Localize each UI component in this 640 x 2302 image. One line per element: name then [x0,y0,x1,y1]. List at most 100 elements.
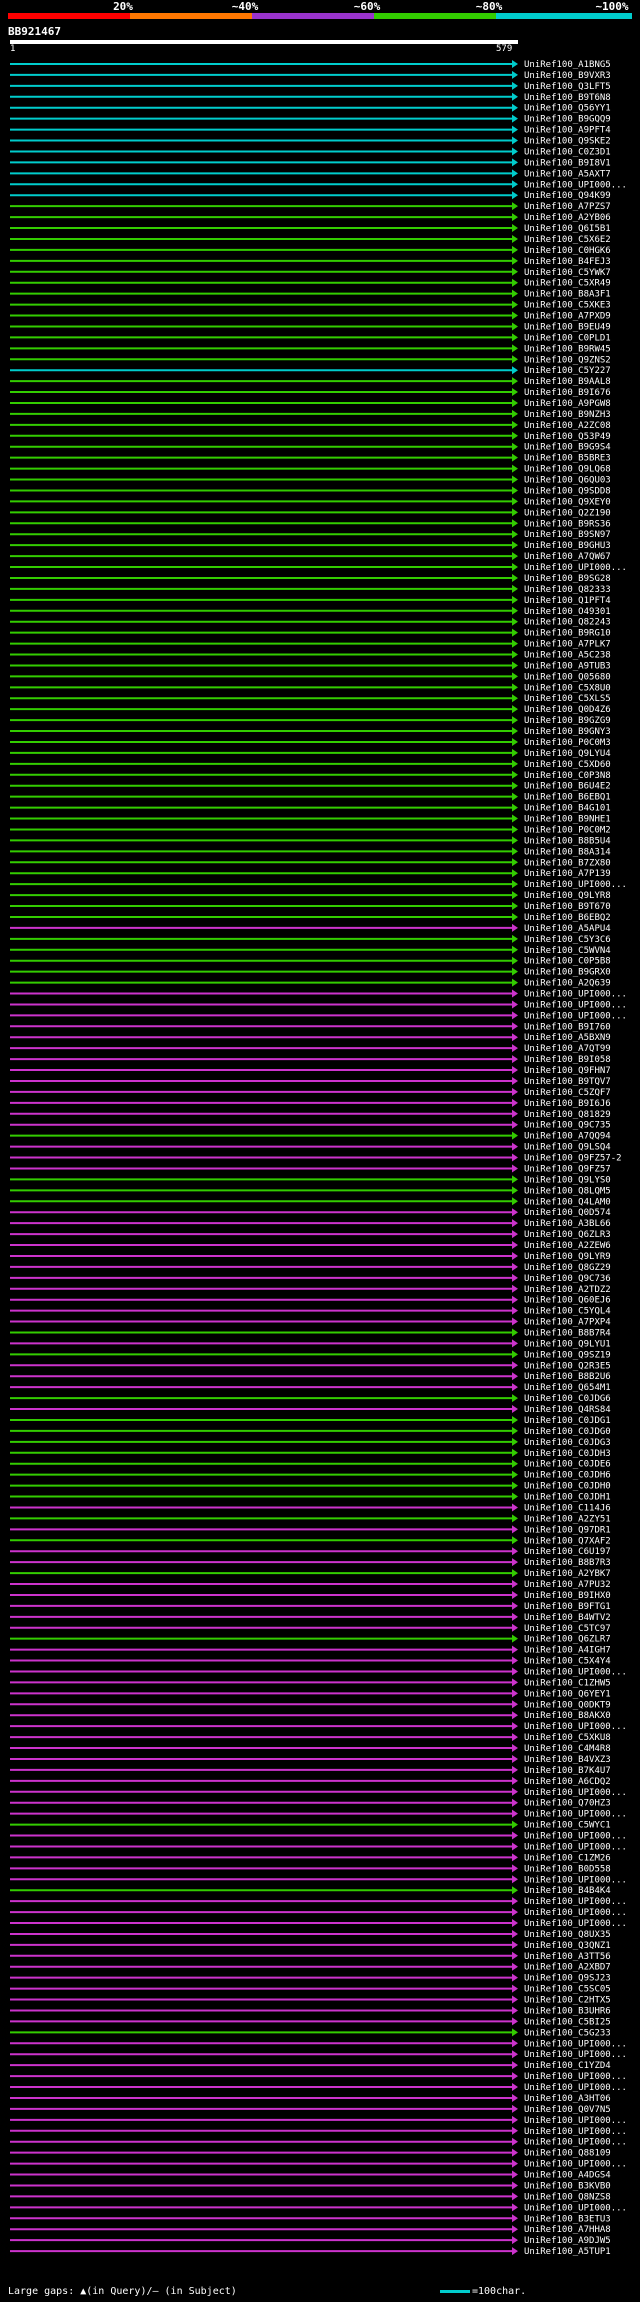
hit-label[interactable]: UniRef100_C5X6E2 [524,235,611,245]
hit-label[interactable]: UniRef100_C5ZQF7 [524,1088,611,1098]
hit-label[interactable]: UniRef100_UPI000... [524,1667,627,1677]
hit-label[interactable]: UniRef100_A9PFT4 [524,126,611,136]
hit-label[interactable]: UniRef100_Q9FZ57-2 [524,1154,622,1164]
hit-label[interactable]: UniRef100_UPI000... [524,1897,627,1907]
hit-label[interactable]: UniRef100_Q4RS84 [524,1405,611,1415]
hit-label[interactable]: UniRef100_A3BL66 [524,1219,611,1229]
hit-label[interactable]: UniRef100_B3KVB0 [524,2181,611,2191]
hit-label[interactable]: UniRef100_Q8UX35 [524,1930,611,1940]
hit-label[interactable]: UniRef100_A7QQ94 [524,1132,611,1142]
hit-label[interactable]: UniRef100_A4IGH7 [524,1646,611,1656]
hit-label[interactable]: UniRef100_Q2R3E5 [524,1361,611,1371]
hit-label[interactable]: UniRef100_C5WVN4 [524,946,611,956]
hit-label[interactable]: UniRef100_B3UHR6 [524,2006,611,2016]
hit-label[interactable]: UniRef100_Q9SKE2 [524,137,611,147]
hit-label[interactable]: UniRef100_UPI000... [524,2127,627,2137]
hit-label[interactable]: UniRef100_B9IHX0 [524,1591,611,1601]
hit-label[interactable]: UniRef100_C0JDH0 [524,1482,611,1492]
hit-label[interactable]: UniRef100_B9SG28 [524,574,611,584]
hit-label[interactable]: UniRef100_C0JDG1 [524,1416,611,1426]
hit-label[interactable]: UniRef100_B8AKX0 [524,1711,611,1721]
hit-label[interactable]: UniRef100_Q9SDD8 [524,486,611,496]
hit-label[interactable]: UniRef100_UPI000... [524,2160,627,2170]
hit-label[interactable]: UniRef100_Q0D4Z6 [524,705,611,715]
hit-label[interactable]: UniRef100_B7ZX80 [524,858,611,868]
hit-label[interactable]: UniRef100_UPI000... [524,1832,627,1842]
hit-label[interactable]: UniRef100_A7PU32 [524,1580,611,1590]
hit-label[interactable]: UniRef100_UPI000... [524,1722,627,1732]
hit-label[interactable]: UniRef100_C5X8U0 [524,683,611,693]
hit-label[interactable]: UniRef100_Q88109 [524,2149,611,2159]
hit-label[interactable]: UniRef100_B8A3F1 [524,290,611,300]
hit-label[interactable]: UniRef100_B4WTV2 [524,1613,611,1623]
hit-label[interactable]: UniRef100_Q9C736 [524,1274,611,1284]
hit-label[interactable]: UniRef100_Q4LAM0 [524,1197,611,1207]
hit-label[interactable]: UniRef100_B0D558 [524,1864,611,1874]
hit-label[interactable]: UniRef100_B9I8V1 [524,158,611,168]
hit-label[interactable]: UniRef100_A5APU4 [524,924,611,934]
hit-label[interactable]: UniRef100_C0JDG6 [524,1394,611,1404]
hit-label[interactable]: UniRef100_B9NZH3 [524,410,611,420]
hit-label[interactable]: UniRef100_A9TUB3 [524,661,611,671]
hit-label[interactable]: UniRef100_O49301 [524,607,611,617]
hit-label[interactable]: UniRef100_B9RW45 [524,344,611,354]
hit-label[interactable]: UniRef100_UPI000... [524,2039,627,2049]
hit-label[interactable]: UniRef100_UPI000... [524,1908,627,1918]
hit-label[interactable]: UniRef100_Q0DKT9 [524,1700,611,1710]
hit-label[interactable]: UniRef100_B9GRX0 [524,968,611,978]
hit-label[interactable]: UniRef100_Q9LYU1 [524,1339,611,1349]
hit-label[interactable]: UniRef100_B9GHU3 [524,541,611,551]
hit-label[interactable]: UniRef100_Q654M1 [524,1383,611,1393]
hit-label[interactable]: UniRef100_A2YBK7 [524,1569,611,1579]
hit-label[interactable]: UniRef100_B8A314 [524,847,611,857]
hit-label[interactable]: UniRef100_C0JDE6 [524,1460,611,1470]
hit-label[interactable]: UniRef100_B8B7R3 [524,1558,611,1568]
hit-label[interactable]: UniRef100_B9I058 [524,1055,611,1065]
hit-label[interactable]: UniRef100_B6EBQ1 [524,793,611,803]
hit-label[interactable]: UniRef100_B9I676 [524,388,611,398]
hit-label[interactable]: UniRef100_Q8NZS8 [524,2192,611,2202]
hit-label[interactable]: UniRef100_C0JDH3 [524,1449,611,1459]
hit-label[interactable]: UniRef100_Q3LFT5 [524,82,611,92]
hit-label[interactable]: UniRef100_C5X4Y4 [524,1657,611,1667]
hit-label[interactable]: UniRef100_Q94K99 [524,191,611,201]
hit-label[interactable]: UniRef100_A2ZC08 [524,421,611,431]
hit-label[interactable]: UniRef100_B9RS36 [524,519,611,529]
hit-label[interactable]: UniRef100_Q53P49 [524,432,611,442]
hit-label[interactable]: UniRef100_A7PXP4 [524,1318,611,1328]
hit-label[interactable]: UniRef100_Q97DR1 [524,1525,611,1535]
hit-label[interactable]: UniRef100_Q05680 [524,672,611,682]
hit-label[interactable]: UniRef100_A7HHA8 [524,2225,611,2235]
hit-label[interactable]: UniRef100_Q9LYR8 [524,891,611,901]
hit-label[interactable]: UniRef100_C1ZHW5 [524,1678,611,1688]
hit-label[interactable]: UniRef100_Q3QNZ1 [524,1941,611,1951]
hit-label[interactable]: UniRef100_UPI000... [524,2138,627,2148]
hit-label[interactable]: UniRef100_UPI000... [524,2116,627,2126]
hit-label[interactable]: UniRef100_C5SC05 [524,1985,611,1995]
hit-label[interactable]: UniRef100_B9GZG9 [524,716,611,726]
hit-label[interactable]: UniRef100_B9GQQ9 [524,115,611,125]
hit-label[interactable]: UniRef100_Q9LQ68 [524,465,611,475]
hit-label[interactable]: UniRef100_B8B7R4 [524,1328,611,1338]
hit-label[interactable]: UniRef100_B6EBQ2 [524,913,611,923]
hit-label[interactable]: UniRef100_A5C238 [524,651,611,661]
hit-label[interactable]: UniRef100_A7P139 [524,869,611,879]
hit-label[interactable]: UniRef100_C0JDG0 [524,1427,611,1437]
hit-label[interactable]: UniRef100_B9NHE1 [524,815,611,825]
hit-label[interactable]: UniRef100_A2ZY51 [524,1514,611,1524]
hit-label[interactable]: UniRef100_C5Y3C6 [524,935,611,945]
hit-label[interactable]: UniRef100_B8B5U4 [524,836,611,846]
hit-label[interactable]: UniRef100_Q9SZ19 [524,1350,611,1360]
hit-label[interactable]: UniRef100_Q9XEY0 [524,497,611,507]
hit-label[interactable]: UniRef100_P0C0M2 [524,825,611,835]
hit-label[interactable]: UniRef100_Q2Z190 [524,508,611,518]
hit-label[interactable]: UniRef100_B4G101 [524,804,611,814]
hit-label[interactable]: UniRef100_Q0V7N5 [524,2105,611,2115]
hit-label[interactable]: UniRef100_UPI000... [524,2083,627,2093]
hit-label[interactable]: UniRef100_Q8GZ29 [524,1263,611,1273]
hit-label[interactable]: UniRef100_UPI000... [524,180,627,190]
hit-label[interactable]: UniRef100_A2XBD7 [524,1963,611,1973]
hit-label[interactable]: UniRef100_B9RG10 [524,629,611,639]
hit-label[interactable]: UniRef100_Q6ZLR3 [524,1230,611,1240]
hit-label[interactable]: UniRef100_A9PGW8 [524,399,611,409]
